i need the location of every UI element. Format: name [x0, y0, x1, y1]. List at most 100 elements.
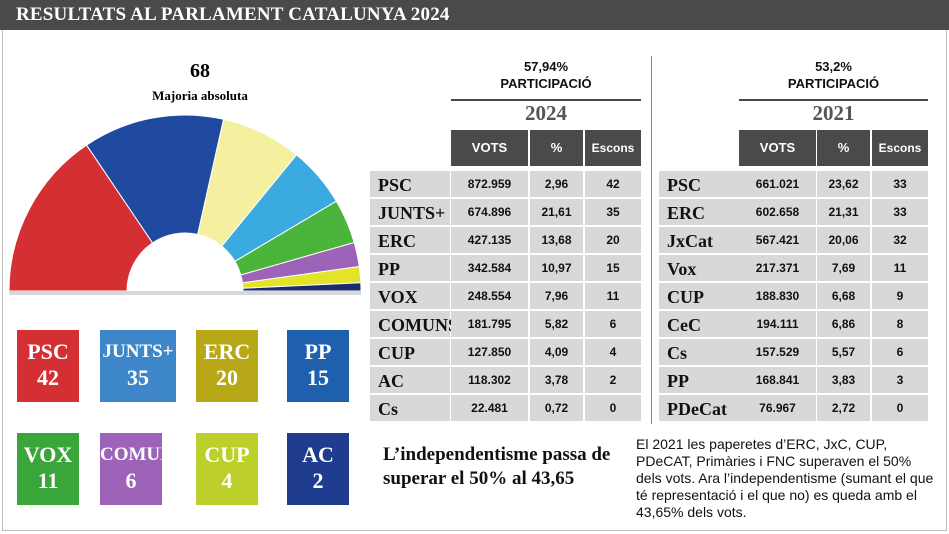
votes-cell: 157.529: [739, 339, 816, 365]
votes-cell: 661.021: [739, 171, 816, 197]
content-frame: [2, 30, 947, 531]
party-card-name: PP: [304, 339, 332, 364]
seats-cell: 15: [585, 255, 641, 281]
party-name-cell: ERC: [370, 227, 450, 253]
party-name-cell: Cs: [659, 339, 739, 365]
party-name-cell: Vox: [659, 255, 739, 281]
participation-label: PARTICIPACIÓ: [787, 76, 880, 91]
pct-cell: 5,57: [817, 339, 870, 365]
seats-cell: 32: [872, 227, 928, 253]
table-divider: [651, 56, 652, 424]
votes-cell: 567.421: [739, 227, 816, 253]
pct-cell: 21,61: [530, 199, 583, 225]
table-row: Cs 157.529 5,57 6: [0, 339, 928, 365]
headline: L’independentisme passa de superar el 50…: [383, 444, 611, 489]
party-name-cell: CUP: [659, 283, 739, 309]
pct-cell: 6,86: [817, 311, 870, 337]
column-header: %: [530, 130, 583, 166]
table-row: JUNTS+ 674.896 21,61 35: [0, 199, 641, 225]
table-year: 2021: [739, 99, 928, 126]
votes-cell: 248.554: [451, 283, 528, 309]
page-title: RESULTATS AL PARLAMENT CATALUNYA 2024: [16, 4, 450, 25]
party-name-cell: JUNTS+: [370, 199, 450, 225]
seats-cell: 35: [585, 199, 641, 225]
party-card: PSC 42: [17, 330, 79, 402]
pct-cell: 2,96: [530, 171, 583, 197]
party-name-cell: CeC: [659, 311, 739, 337]
seats-cell: 33: [872, 171, 928, 197]
column-header: VOTS: [451, 130, 528, 166]
pct-cell: 2,72: [817, 395, 870, 421]
party-card: VOX 11: [17, 433, 79, 505]
pct-cell: 6,68: [817, 283, 870, 309]
party-card: PP 15: [287, 330, 349, 402]
seats-cell: 11: [585, 283, 641, 309]
table-row: CUP 127.850 4,09 4: [0, 339, 641, 365]
party-name-cell: COMUNS: [370, 311, 458, 337]
party-card: JUNTS+ 35: [100, 330, 176, 402]
participation-value: 53,2%: [815, 59, 852, 74]
table-row: ERC 427.135 13,68 20: [0, 227, 641, 253]
table-row: ERC 602.658 21,31 33: [0, 199, 928, 225]
table-row: Vox 217.371 7,69 11: [0, 255, 928, 281]
votes-cell: 602.658: [739, 199, 816, 225]
seats-cell: 9: [872, 283, 928, 309]
party-card: ERC 20: [196, 330, 258, 402]
seats-cell: 0: [872, 395, 928, 421]
party-name-cell: Cs: [370, 395, 450, 421]
table-row: JxCat 567.421 20,06 32: [0, 227, 928, 253]
pct-cell: 3,83: [817, 367, 870, 393]
party-card-name: AC: [302, 442, 334, 467]
participation-info: 53,2% PARTICIPACIÓ: [739, 58, 928, 92]
votes-cell: 674.896: [451, 199, 528, 225]
party-card-name: JUNTS+: [102, 341, 174, 362]
party-name-cell: ERC: [659, 199, 739, 225]
party-card-seats: 4: [221, 468, 233, 493]
votes-cell: 168.841: [739, 367, 816, 393]
seats-cell: 11: [872, 255, 928, 281]
votes-cell: 217.371: [739, 255, 816, 281]
hemicycle-slice-junts-: [85, 114, 225, 244]
table-row: CUP 188.830 6,68 9: [0, 283, 928, 309]
pct-cell: 13,68: [530, 227, 583, 253]
column-header: %: [817, 130, 870, 166]
note-text: El 2021 les paperetes d’ERC, JxC, CUP, P…: [636, 436, 934, 520]
table-row: CeC 194.111 6,86 8: [0, 311, 928, 337]
party-name-cell: JxCat: [659, 227, 739, 253]
title-bar: RESULTATS AL PARLAMENT CATALUNYA 2024: [0, 0, 949, 30]
party-name-cell: PP: [370, 255, 450, 281]
party-card-name: COMUNS: [100, 444, 185, 465]
votes-cell: 127.850: [451, 339, 528, 365]
party-card: CUP 4: [196, 433, 258, 505]
table-row: Cs 22.481 0,72 0: [0, 395, 641, 421]
votes-cell: 872.959: [451, 171, 528, 197]
pct-cell: 7,96: [530, 283, 583, 309]
party-card-seats: 42: [37, 365, 59, 390]
party-name-cell: PDeCat: [659, 395, 739, 421]
hemicycle-chart: [8, 114, 362, 295]
majority-label: Majoria absoluta: [152, 88, 248, 103]
party-name-cell: PSC: [370, 171, 450, 197]
seats-cell: 8: [872, 311, 928, 337]
votes-cell: 188.830: [739, 283, 816, 309]
hemicycle-slice-psc: [8, 144, 154, 292]
table-row: AC 118.302 3,78 2: [0, 367, 641, 393]
party-card-seats: 6: [125, 468, 137, 493]
majority-number: 68: [190, 60, 210, 82]
column-header: VOTS: [739, 130, 816, 166]
table-row: PP 168.841 3,83 3: [0, 367, 928, 393]
seats-cell: 42: [585, 171, 641, 197]
party-card: AC 2: [287, 433, 349, 505]
seats-cell: 4: [585, 339, 641, 365]
table-row: VOX 248.554 7,96 11: [0, 283, 641, 309]
participation-value: 57,94%: [523, 59, 569, 74]
table-row: PDeCat 76.967 2,72 0: [0, 395, 928, 421]
seats-cell: 6: [585, 311, 641, 337]
votes-cell: 342.584: [451, 255, 528, 281]
pct-cell: 23,62: [817, 171, 870, 197]
party-card-name: CUP: [204, 442, 250, 467]
table-row: PSC 661.021 23,62 33: [0, 171, 928, 197]
votes-cell: 194.111: [739, 311, 816, 337]
seats-cell: 20: [585, 227, 641, 253]
table-row: PSC 872.959 2,96 42: [0, 171, 641, 197]
